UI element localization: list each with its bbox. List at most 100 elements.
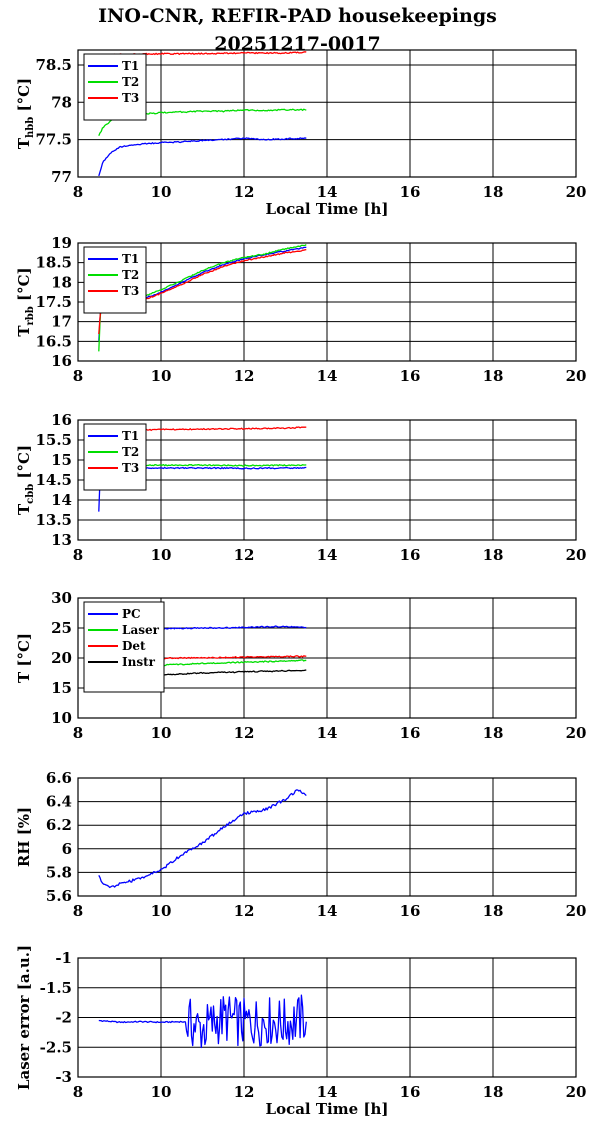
legend-label-t3: T3 [122,284,139,298]
x-tick-label: 12 [234,724,255,742]
x-tick-label: 16 [400,724,421,742]
y-tick-label: 16.5 [35,332,72,350]
legend-label-det: Det [122,639,146,653]
y-tick-label: 6.4 [46,793,72,811]
y-tick-label: 15 [51,679,72,697]
legend-label-t1: T1 [122,59,139,73]
plot-frame [77,419,577,541]
plot-frame [77,957,577,1078]
x-tick-label: 8 [73,546,83,564]
y-tick-label: 13 [51,531,72,549]
x-tick-label: 10 [151,724,172,742]
legend-label-laser: Laser [122,623,160,637]
x-tick-label: 8 [73,367,83,385]
plot-frame [77,49,577,178]
x-tick-label: 20 [566,183,587,201]
x-tick-label: 16 [400,1083,421,1101]
y-tick-label: -2 [55,1009,72,1027]
chart-cbb: 8 10 12 14 16 18 20 13 13.5 14 14.5 15 15.5 16 Tcbb [°… [15,411,586,564]
x-tick-label: 8 [73,183,83,201]
y-tick-label: 20 [51,649,72,667]
x-tick-label: 8 [73,1083,83,1101]
x-tick-label: 16 [400,902,421,920]
legend-label-t2: T2 [122,445,139,459]
legend-label-t2: T2 [122,268,139,282]
y-axis-label: Thbb [°C] [15,78,36,149]
chart-laser: 8 10 12 14 16 18 20 -3 -2.5 -2 -1.5 -1 Local Time [h… [15,945,586,1118]
y-tick-label: 16 [51,411,72,429]
series-line-rh [98,789,307,889]
y-tick-label: 78 [51,93,72,111]
x-tick-label: 20 [566,367,587,385]
x-tick-label: 14 [317,367,338,385]
y-tick-label: -1 [55,949,72,967]
y-tick-label: 6 [62,840,72,858]
figure-title: INO-CNR, REFIR-PAD housekeepings [98,5,497,27]
y-axis-label: RH [%] [15,807,33,867]
x-tick-label: 16 [400,546,421,564]
x-tick-label: 14 [317,1083,338,1101]
x-axis-label: Local Time [h] [266,200,389,218]
x-tick-label: 20 [566,546,587,564]
x-tick-label: 12 [234,546,255,564]
y-axis-label: Trbb [°C] [15,267,36,336]
y-axis-label: T [°C] [15,633,33,683]
y-tick-label: 19 [51,234,72,252]
y-axis-label: Laser error [a.u.] [15,945,33,1090]
x-tick-label: 14 [317,724,338,742]
x-tick-label: 10 [151,902,172,920]
x-tick-label: 12 [234,183,255,201]
x-tick-label: 8 [73,902,83,920]
x-tick-label: 18 [483,367,504,385]
x-tick-label: 10 [151,546,172,564]
x-tick-label: 14 [317,183,338,201]
x-tick-label: 16 [400,183,421,201]
y-tick-label: 10 [51,709,72,727]
x-tick-label: 18 [483,902,504,920]
x-tick-label: 10 [151,367,172,385]
y-tick-label: 6.2 [46,816,72,834]
y-tick-label: -2.5 [40,1038,72,1056]
legend-label-t3: T3 [122,91,139,105]
y-tick-label: -1.5 [40,979,72,997]
y-tick-label: 15.5 [35,431,72,449]
legend-label-t2: T2 [122,75,139,89]
y-tick-label: 30 [51,589,72,607]
legend-label-t1: T1 [122,252,139,266]
plot-frame [77,777,577,897]
legend-label-t3: T3 [122,461,139,475]
x-tick-label: 20 [566,1083,587,1101]
y-tick-label: 16 [51,352,72,370]
y-tick-label: 15 [51,451,72,469]
y-tick-label: 18 [51,273,72,291]
y-tick-label: 6.6 [46,769,72,787]
x-tick-label: 16 [400,367,421,385]
plot-frame [77,597,577,719]
x-tick-label: 12 [234,902,255,920]
x-tick-label: 10 [151,183,172,201]
x-tick-label: 18 [483,546,504,564]
chart-rh: 8 10 12 14 16 18 20 5.6 5.8 6 6.2 6.4 6.6 RH [%] [15,769,586,920]
x-tick-label: 20 [566,724,587,742]
x-axis-label: Local Time [h] [266,1100,389,1118]
x-tick-label: 12 [234,367,255,385]
y-tick-label: 14.5 [35,471,72,489]
y-tick-label: 13.5 [35,511,72,529]
x-tick-label: 14 [317,902,338,920]
y-tick-label: 25 [51,619,72,637]
legend-label-t1: T1 [122,429,139,443]
y-tick-label: -3 [55,1068,72,1086]
x-tick-label: 18 [483,724,504,742]
y-tick-label: 17.5 [35,293,72,311]
plot-frame [77,242,577,362]
y-tick-label: 78.5 [35,56,72,74]
y-tick-label: 17 [51,313,72,331]
x-tick-label: 14 [317,546,338,564]
y-tick-label: 77.5 [35,131,72,149]
x-tick-label: 12 [234,1083,255,1101]
x-tick-label: 10 [151,1083,172,1101]
series-line-laser [98,994,307,1049]
x-tick-label: 20 [566,902,587,920]
